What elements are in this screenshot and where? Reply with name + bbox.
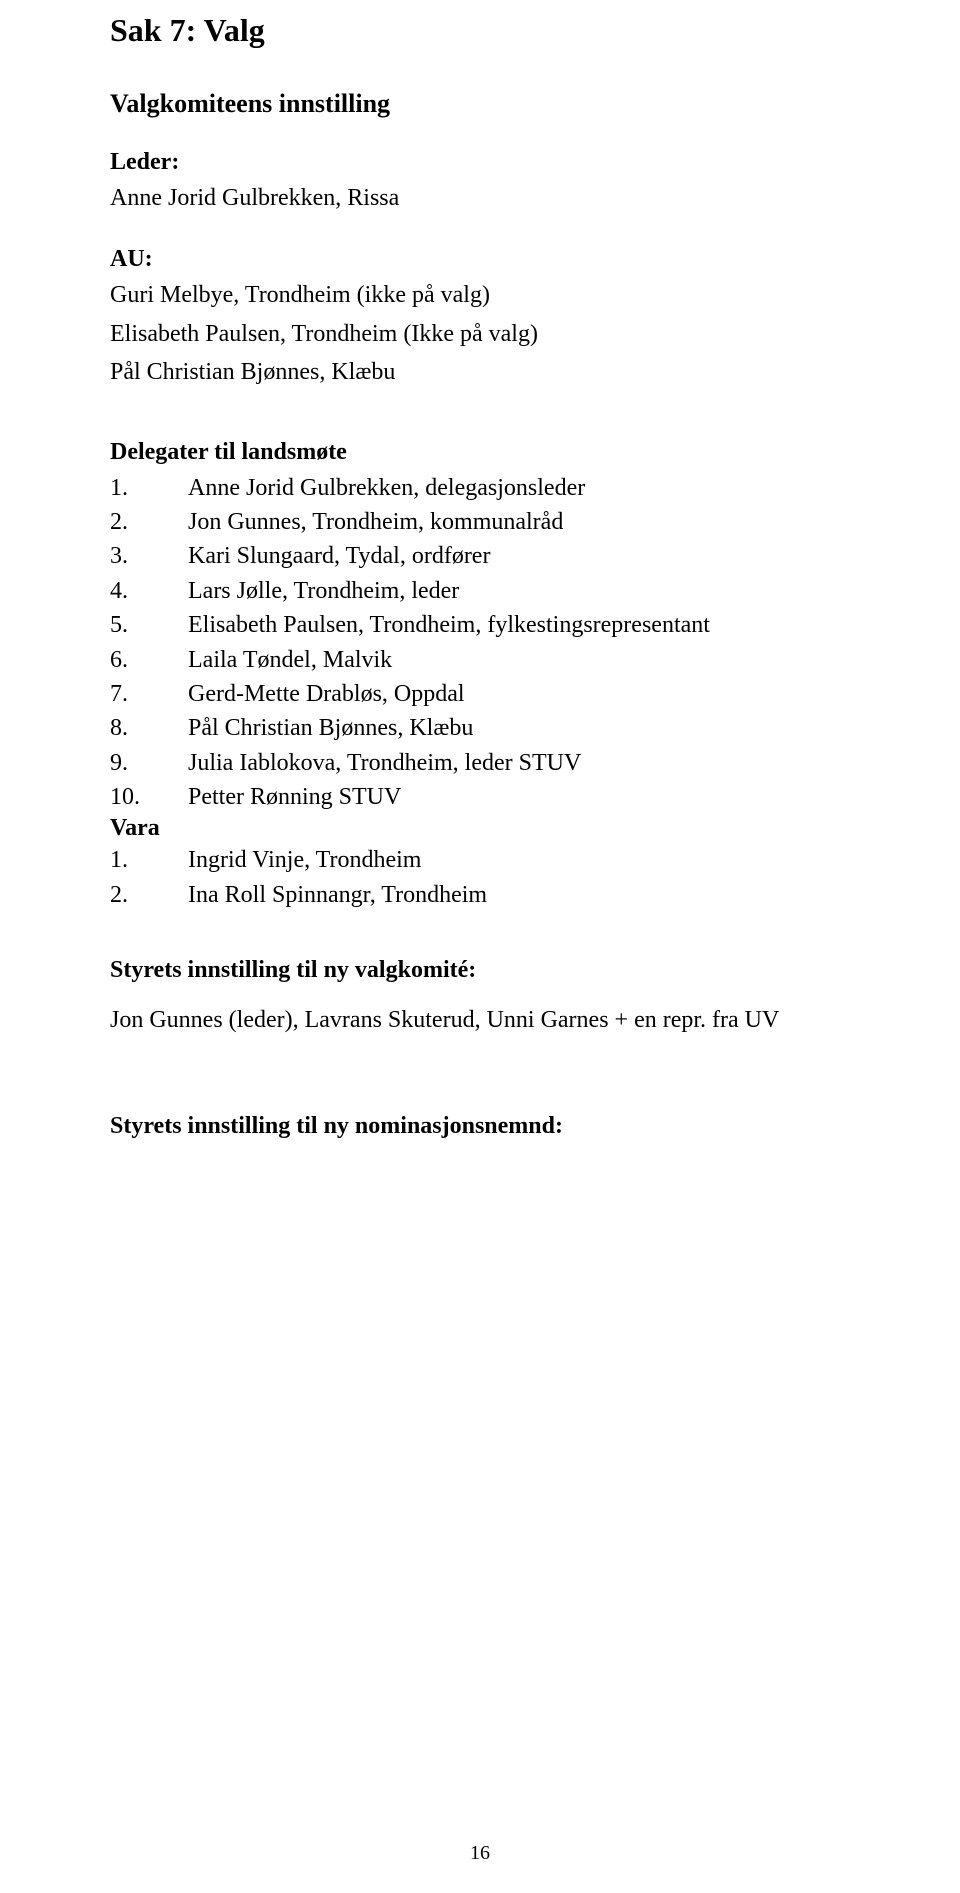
delegater-label: Delegater til landsmøte	[110, 439, 850, 466]
list-number: 4.	[110, 575, 188, 607]
list-item: 3. Kari Slungaard, Tydal, ordfører	[110, 540, 850, 572]
list-number: 6.	[110, 644, 188, 676]
list-number: 2.	[110, 879, 188, 911]
section-heading-valgkomiteens: Valgkomiteens innstilling	[110, 89, 850, 119]
list-number: 7.	[110, 678, 188, 710]
list-text: Laila Tøndel, Malvik	[188, 644, 392, 676]
list-number: 8.	[110, 712, 188, 744]
list-item: 10. Petter Rønning STUV	[110, 781, 850, 813]
vara-list: 1. Ingrid Vinje, Trondheim 2. Ina Roll S…	[110, 844, 850, 911]
au-item: Pål Christian Bjønnes, Klæbu	[110, 356, 850, 388]
list-number: 1.	[110, 844, 188, 876]
delegater-list: 1. Anne Jorid Gulbrekken, delegasjonsled…	[110, 472, 850, 814]
list-text: Julia Iablokova, Trondheim, leder STUV	[188, 747, 581, 779]
list-text: Anne Jorid Gulbrekken, delegasjonsleder	[188, 472, 585, 504]
au-label: AU:	[110, 246, 850, 273]
list-item: 2. Ina Roll Spinnangr, Trondheim	[110, 879, 850, 911]
list-text: Gerd-Mette Drabløs, Oppdal	[188, 678, 465, 710]
list-item: 8. Pål Christian Bjønnes, Klæbu	[110, 712, 850, 744]
list-number: 1.	[110, 472, 188, 504]
au-item: Guri Melbye, Trondheim (ikke på valg)	[110, 279, 850, 311]
list-text: Petter Rønning STUV	[188, 781, 401, 813]
list-item: 2. Jon Gunnes, Trondheim, kommunalråd	[110, 506, 850, 538]
list-number: 5.	[110, 609, 188, 641]
list-item: 7. Gerd-Mette Drabløs, Oppdal	[110, 678, 850, 710]
list-text: Jon Gunnes, Trondheim, kommunalråd	[188, 506, 563, 538]
au-item: Elisabeth Paulsen, Trondheim (Ikke på va…	[110, 318, 850, 350]
list-item: 6. Laila Tøndel, Malvik	[110, 644, 850, 676]
list-item: 5. Elisabeth Paulsen, Trondheim, fylkest…	[110, 609, 850, 641]
leder-label: Leder:	[110, 149, 850, 176]
styrets-nominasjon-label: Styrets innstilling til ny nominasjonsne…	[110, 1113, 850, 1140]
list-item: 9. Julia Iablokova, Trondheim, leder STU…	[110, 747, 850, 779]
styrets-valgkomite-text: Jon Gunnes (leder), Lavrans Skuterud, Un…	[110, 1004, 850, 1036]
list-text: Elisabeth Paulsen, Trondheim, fylkesting…	[188, 609, 710, 641]
list-number: 9.	[110, 747, 188, 779]
list-number: 10.	[110, 781, 188, 813]
leder-name: Anne Jorid Gulbrekken, Rissa	[110, 182, 850, 214]
list-text: Pål Christian Bjønnes, Klæbu	[188, 712, 473, 744]
list-text: Lars Jølle, Trondheim, leder	[188, 575, 459, 607]
list-text: Ina Roll Spinnangr, Trondheim	[188, 879, 487, 911]
list-item: 1. Anne Jorid Gulbrekken, delegasjonsled…	[110, 472, 850, 504]
list-text: Ingrid Vinje, Trondheim	[188, 844, 421, 876]
page-title: Sak 7: Valg	[110, 12, 850, 49]
list-text: Kari Slungaard, Tydal, ordfører	[188, 540, 490, 572]
list-number: 3.	[110, 540, 188, 572]
styrets-valgkomite-label: Styrets innstilling til ny valgkomité:	[110, 957, 850, 984]
vara-label: Vara	[110, 815, 850, 842]
list-number: 2.	[110, 506, 188, 538]
list-item: 1. Ingrid Vinje, Trondheim	[110, 844, 850, 876]
page-number: 16	[0, 1842, 960, 1865]
list-item: 4. Lars Jølle, Trondheim, leder	[110, 575, 850, 607]
